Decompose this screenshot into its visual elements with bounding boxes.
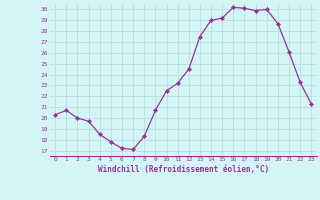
X-axis label: Windchill (Refroidissement éolien,°C): Windchill (Refroidissement éolien,°C) bbox=[98, 165, 269, 174]
